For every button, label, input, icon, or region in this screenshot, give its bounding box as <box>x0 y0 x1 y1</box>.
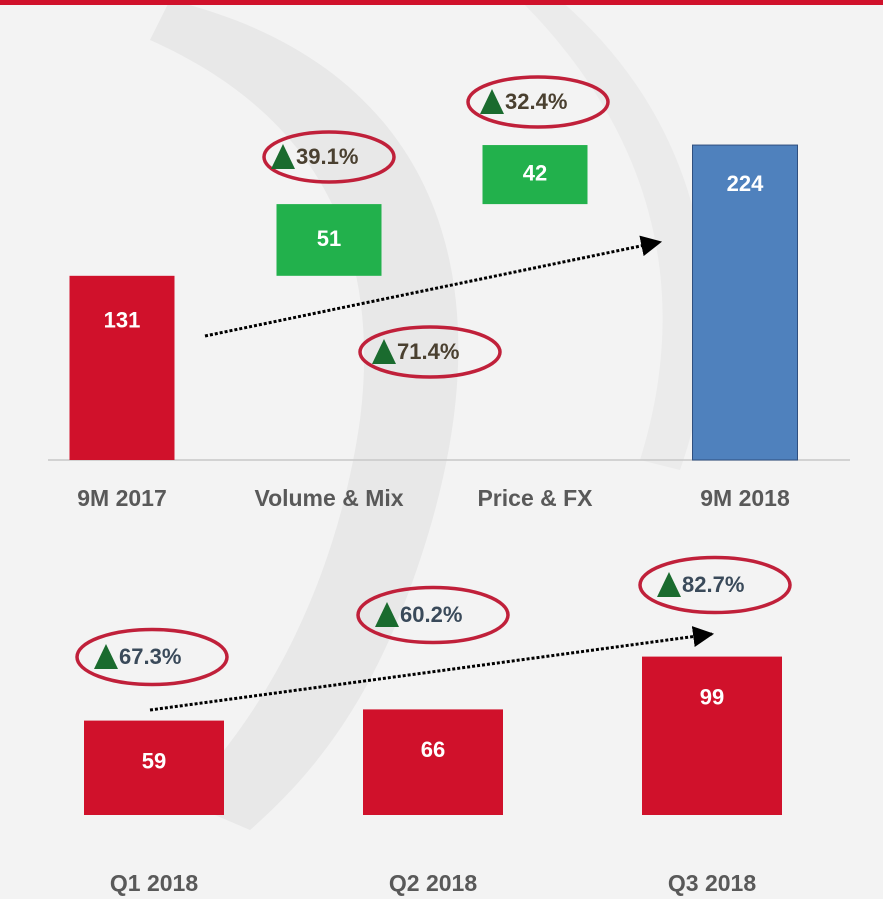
marks: 131 51 42 224 9M 2017 Volume & Mix Price & FX 9… <box>69 75 798 896</box>
bar <box>482 145 588 205</box>
up-triangle <box>94 644 118 669</box>
annotation-ellipse <box>466 75 610 129</box>
background-swoosh <box>520 0 707 470</box>
bar <box>276 204 382 276</box>
x-tick-label: Q1 2018 <box>110 870 198 896</box>
top-rule <box>0 0 883 5</box>
annotation-label: 67.3% <box>119 644 181 669</box>
x-tick-label: Volume & Mix <box>254 485 403 511</box>
annotation-ellipse <box>262 130 396 184</box>
bar <box>642 656 782 815</box>
trend-arrow <box>149 626 715 712</box>
x-tick-label: Price & FX <box>477 485 593 511</box>
annotation-label: 32.4% <box>505 89 567 114</box>
value-label: 66 <box>421 737 445 762</box>
value-label: 131 <box>104 308 141 333</box>
up-triangle <box>372 339 396 364</box>
x-tick-label: Q3 2018 <box>668 870 756 896</box>
bar <box>692 144 798 461</box>
value-label: 51 <box>317 226 341 251</box>
up-triangle <box>375 602 399 627</box>
bar <box>363 709 503 815</box>
annotation-ellipse <box>358 325 502 379</box>
annotation-label: 39.1% <box>296 144 358 169</box>
value-label: 99 <box>700 684 724 709</box>
value-label: 59 <box>142 748 166 773</box>
annotation-label: 60.2% <box>400 602 462 627</box>
bar <box>69 275 175 460</box>
annotation-label: 82.7% <box>682 572 744 597</box>
up-triangle <box>480 89 504 114</box>
value-label: 42 <box>523 160 547 185</box>
up-triangle <box>271 144 295 169</box>
x-tick-label: 9M 2017 <box>77 485 167 511</box>
trend-arrow <box>204 235 663 338</box>
annotation-label: 71.4% <box>397 339 459 364</box>
bar <box>84 720 224 815</box>
annotation-ellipse <box>638 555 792 615</box>
up-triangle <box>657 572 681 597</box>
value-label: 224 <box>727 171 764 196</box>
annotation-ellipse <box>356 585 510 645</box>
x-tick-label: 9M 2018 <box>700 485 790 511</box>
annotation-ellipse <box>75 627 229 687</box>
x-tick-label: Q2 2018 <box>389 870 477 896</box>
